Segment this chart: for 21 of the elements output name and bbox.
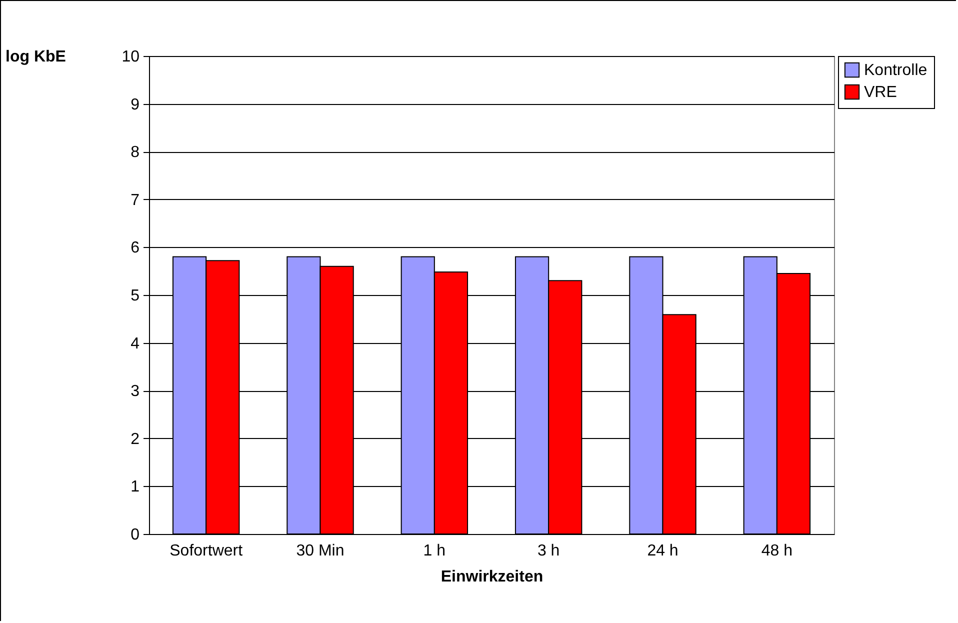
y-tick-label: 8 <box>130 144 140 162</box>
y-tick-label: 5 <box>130 288 140 304</box>
x-tick-label: 48 h <box>761 542 792 560</box>
x-tick-label: 3 h <box>537 542 560 560</box>
y-tick-label: 7 <box>130 192 140 209</box>
y-tick-label: 2 <box>130 430 140 448</box>
y-tick-label: 9 <box>130 96 140 114</box>
y-tick-label: 1 <box>130 478 140 496</box>
y-axis-title: log KbE <box>6 48 66 66</box>
y-tick-label: 3 <box>130 383 140 400</box>
y-tick-label: 0 <box>130 526 140 544</box>
y-tick-label: 6 <box>130 240 140 257</box>
x-tick-label: 30 Min <box>296 542 344 560</box>
y-tick-label: 4 <box>130 335 140 352</box>
legend-label: Kontrolle <box>864 62 928 79</box>
y-tick-label: 10 <box>122 48 140 66</box>
legend-label: VRE <box>864 84 897 101</box>
x-tick-label: Sofortwert <box>170 542 244 560</box>
x-tick-label: 1 h <box>423 542 446 560</box>
x-tick-label: 24 h <box>647 542 678 560</box>
x-axis-title: Einwirkzeiten <box>440 568 544 586</box>
